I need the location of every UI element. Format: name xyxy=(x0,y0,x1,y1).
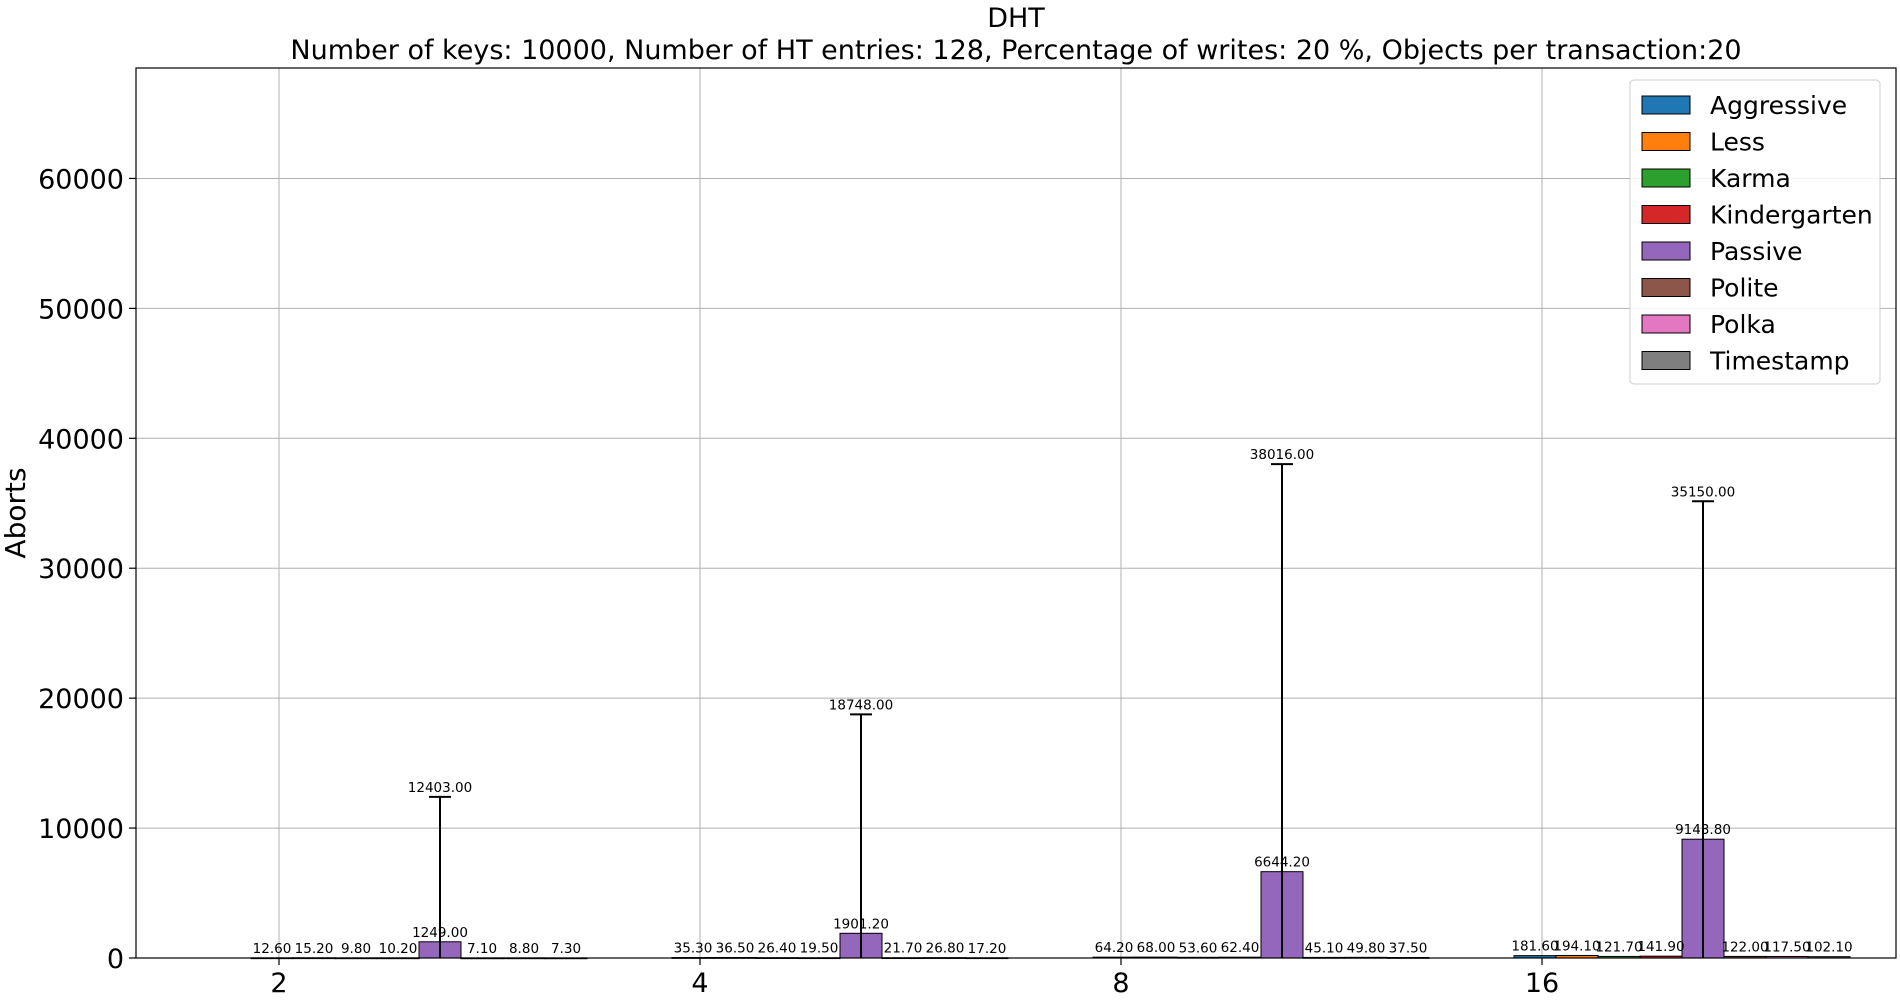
bar-value-label: 26.80 xyxy=(926,941,965,957)
plot-frame xyxy=(135,67,1897,959)
bar-value-label: 102.10 xyxy=(1805,940,1852,956)
legend-label-polite: Polite xyxy=(1710,274,1779,303)
bar-value-label: 1249.00 xyxy=(412,925,468,941)
legend-swatch-less xyxy=(1641,132,1691,151)
data-labels: 12.60 35.30 64.20 181.60 15.20 36.50 68.00 194.… xyxy=(253,447,1853,957)
error-bar-label: 35150.00 xyxy=(1671,484,1735,500)
legend-swatch-polka xyxy=(1641,314,1691,334)
error-bars xyxy=(429,463,1714,958)
legend-label-less: Less xyxy=(1710,128,1765,157)
y-axis-ticks: 0 10000 20000 30000 40000 50000 60000 xyxy=(38,164,136,975)
chart-subtitle: Number of keys: 10000, Number of HT entr… xyxy=(290,35,1741,66)
bar-value-label: 64.20 xyxy=(1095,940,1134,956)
y-tick-label: 40000 xyxy=(38,424,124,455)
legend-label-polka: Polka xyxy=(1710,310,1776,339)
bar-value-label: 141.90 xyxy=(1637,939,1684,955)
bar-value-label: 122.00 xyxy=(1721,939,1768,955)
bar-value-label: 35.30 xyxy=(674,941,713,957)
legend-label-passive: Passive xyxy=(1710,237,1802,266)
bar-value-label: 8.80 xyxy=(509,941,539,957)
x-axis-ticks: 2 4 8 16 xyxy=(270,958,1559,999)
bar-value-label: 62.40 xyxy=(1221,940,1260,956)
legend-label-aggressive: Aggressive xyxy=(1710,91,1847,120)
bar-value-label: 49.80 xyxy=(1347,940,1386,956)
legend-label-timestamp: Timestamp xyxy=(1709,347,1850,376)
bar-value-label: 26.40 xyxy=(758,941,797,957)
legend-swatch-kindergarten xyxy=(1641,205,1691,224)
bar-value-label: 37.50 xyxy=(1389,941,1428,957)
bar-value-label: 10.20 xyxy=(379,941,418,957)
bar-value-label: 9.80 xyxy=(341,941,371,957)
error-bar-label: 12403.00 xyxy=(408,780,472,796)
error-bar-label: 18748.00 xyxy=(829,697,893,713)
bar-value-label: 6644.20 xyxy=(1254,855,1310,871)
bar-value-label: 117.50 xyxy=(1763,939,1810,955)
bar-value-label: 19.50 xyxy=(800,941,839,957)
bar-value-label: 7.10 xyxy=(467,941,497,957)
grid-lines xyxy=(136,68,1896,959)
y-tick-label: 60000 xyxy=(38,164,124,195)
y-tick-label: 30000 xyxy=(38,554,124,585)
legend-label-kindergarten: Kindergarten xyxy=(1710,201,1873,230)
error-bar-label: 38016.00 xyxy=(1250,447,1314,463)
bar-value-label: 15.20 xyxy=(295,941,334,957)
x-tick-label: 8 xyxy=(1112,968,1129,999)
bar-value-label: 194.10 xyxy=(1553,938,1600,954)
bar-value-label: 121.70 xyxy=(1595,939,1642,955)
y-axis-label: Aborts xyxy=(0,467,32,558)
bar-value-label: 12.60 xyxy=(253,941,292,957)
y-tick-label: 0 xyxy=(107,944,124,975)
x-tick-label: 2 xyxy=(270,968,287,999)
legend-swatch-passive xyxy=(1641,241,1691,261)
bar-value-label: 181.60 xyxy=(1511,939,1558,955)
bar-value-label: 21.70 xyxy=(884,941,923,957)
legend-box xyxy=(1629,79,1881,385)
y-tick-label: 20000 xyxy=(38,684,124,715)
bar-value-label: 45.10 xyxy=(1305,940,1344,956)
bar-value-label: 53.60 xyxy=(1179,940,1218,956)
bar-value-label: 36.50 xyxy=(716,941,755,957)
y-tick-label: 10000 xyxy=(38,814,124,845)
legend-swatch-polite xyxy=(1641,278,1691,297)
legend: Aggressive Less Karma Kindergarten Passive Po… xyxy=(1629,79,1881,385)
bar-value-label: 68.00 xyxy=(1137,940,1176,956)
legend-swatch-karma xyxy=(1641,168,1691,188)
bar-value-label: 17.20 xyxy=(968,941,1007,957)
legend-swatch-aggressive xyxy=(1641,95,1691,115)
legend-swatch-timestamp xyxy=(1641,351,1691,370)
legend-label-karma: Karma xyxy=(1710,164,1791,193)
bar-value-label: 9143.80 xyxy=(1675,822,1731,838)
chart-title: DHT xyxy=(987,3,1045,34)
x-tick-label: 16 xyxy=(1525,968,1559,999)
bar-value-label: 7.30 xyxy=(551,941,581,957)
x-tick-label: 4 xyxy=(691,968,708,999)
bar-value-label: 1901.20 xyxy=(833,916,889,932)
y-tick-label: 50000 xyxy=(38,294,124,325)
